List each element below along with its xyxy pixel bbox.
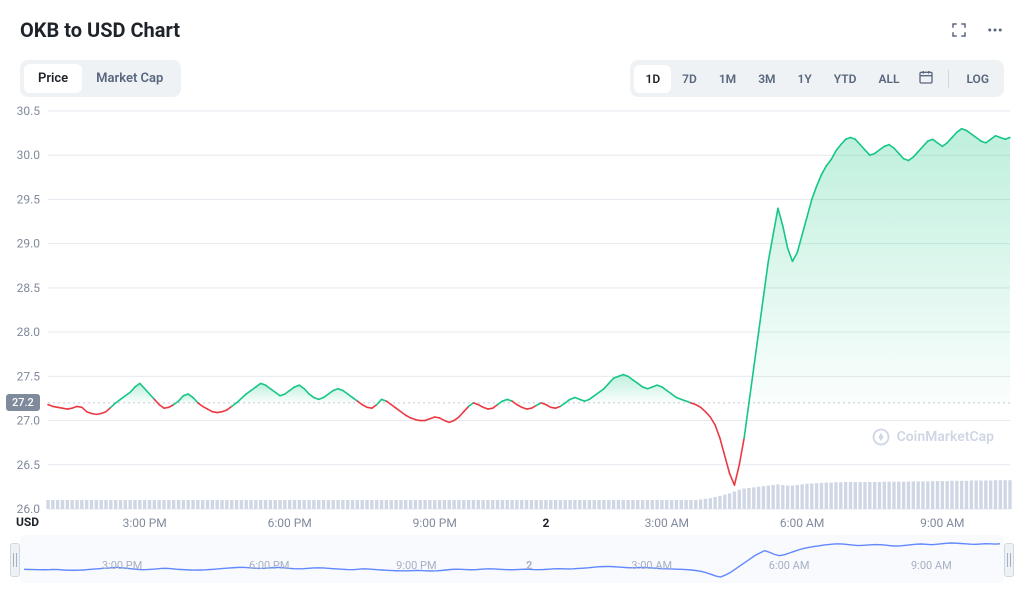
svg-text:28.0: 28.0 — [17, 325, 41, 339]
svg-text:9:00 PM: 9:00 PM — [413, 516, 457, 530]
svg-text:26.0: 26.0 — [17, 502, 41, 516]
mini-chart-area: 3:00 PM 6:00 PM 9:00 PM 2 3:00 AM 6:00 AM 9:00… — [0, 535, 1024, 591]
svg-text:9:00 PM: 9:00 PM — [396, 559, 436, 572]
range-1d-button[interactable]: 1D — [634, 65, 671, 93]
separator — [948, 70, 949, 88]
svg-text:6:00 AM: 6:00 AM — [769, 559, 810, 572]
fullscreen-icon[interactable] — [950, 21, 968, 39]
baseline-price-tag: 27.2 — [6, 394, 40, 411]
range-ytd-button[interactable]: YTD — [823, 65, 868, 93]
svg-text:9:00 AM: 9:00 AM — [920, 516, 964, 530]
chart-header: OKB to USD Chart — [0, 0, 1024, 52]
price-chart[interactable]: 26.0 26.5 27.0 27.5 28.0 28.5 29.0 29.5 30.0 30.5… — [0, 105, 1024, 535]
range-7d-button[interactable]: 7D — [671, 65, 708, 93]
svg-text:29.0: 29.0 — [17, 237, 41, 251]
svg-text:3:00 AM: 3:00 AM — [631, 559, 672, 572]
range-all-button[interactable]: ALL — [867, 65, 910, 93]
svg-text:3:00 AM: 3:00 AM — [645, 516, 689, 530]
range-group: 1D 7D 1M 3M 1Y YTD ALL LOG — [630, 60, 1004, 97]
mode-price-button[interactable]: Price — [24, 64, 82, 93]
svg-text:2: 2 — [542, 516, 549, 530]
svg-text:3:00 PM: 3:00 PM — [102, 559, 142, 572]
controls-row: Price Market Cap 1D 7D 1M 3M 1Y YTD ALL … — [0, 52, 1024, 105]
watermark-text: CoinMarketCap — [897, 429, 994, 445]
log-toggle-button[interactable]: LOG — [955, 65, 1000, 93]
svg-text:29.5: 29.5 — [17, 192, 41, 206]
svg-text:6:00 PM: 6:00 PM — [268, 516, 312, 530]
range-3m-button[interactable]: 3M — [747, 65, 786, 93]
range-1y-button[interactable]: 1Y — [787, 65, 823, 93]
navigator-chart[interactable]: 3:00 PM 6:00 PM 9:00 PM 2 3:00 AM 6:00 AM 9:00… — [20, 535, 1004, 583]
range-1m-button[interactable]: 1M — [708, 65, 747, 93]
header-actions — [950, 21, 1004, 39]
range-handle-left[interactable] — [10, 543, 20, 577]
range-handle-right[interactable] — [1004, 543, 1014, 577]
svg-text:2: 2 — [526, 559, 532, 572]
chart-title: OKB to USD Chart — [20, 18, 180, 42]
currency-label: USD — [16, 515, 39, 529]
svg-text:27.5: 27.5 — [17, 369, 41, 383]
calendar-icon[interactable] — [910, 64, 942, 93]
mode-marketcap-button[interactable]: Market Cap — [82, 64, 177, 93]
svg-text:3:00 PM: 3:00 PM — [123, 516, 167, 530]
svg-text:6:00 PM: 6:00 PM — [249, 559, 289, 572]
more-icon[interactable] — [986, 21, 1004, 39]
svg-text:26.5: 26.5 — [17, 458, 41, 472]
svg-text:28.5: 28.5 — [17, 281, 41, 295]
svg-text:27.0: 27.0 — [17, 414, 41, 428]
mode-toggle: Price Market Cap — [20, 60, 181, 97]
main-chart-area: 26.0 26.5 27.0 27.5 28.0 28.5 29.0 29.5 30.0 30.5… — [0, 105, 1024, 535]
svg-text:30.5: 30.5 — [17, 105, 41, 118]
watermark: CoinMarketCap — [871, 427, 994, 447]
svg-text:9:00 AM: 9:00 AM — [911, 559, 952, 572]
svg-text:6:00 AM: 6:00 AM — [780, 516, 824, 530]
svg-text:30.0: 30.0 — [17, 148, 41, 162]
chart-panel: OKB to USD Chart Price Market Cap 1D 7D … — [0, 0, 1024, 603]
